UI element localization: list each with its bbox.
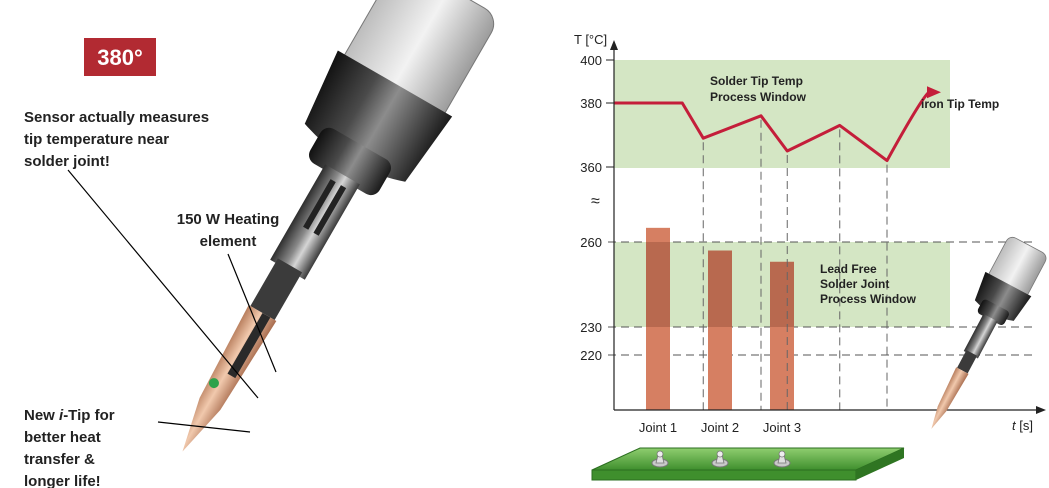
joint-bars <box>646 227 794 410</box>
y-tick-220: 220 <box>580 348 602 363</box>
bar-joint-1-window-overlap <box>646 242 670 327</box>
sensor-callout-line-2: tip temperature near <box>24 131 169 148</box>
process-chart: 400 380 360 260 230 220 ≈ T [°C] t [s] S… <box>574 32 1046 435</box>
category-label-joint-1: Joint 1 <box>639 420 677 435</box>
solder-joint-2 <box>711 450 729 468</box>
solder-joint-1 <box>651 450 669 468</box>
heating-callout-line-1: 150 W Heating <box>177 211 280 228</box>
tip-callout: New i-Tip for better heat transfer & lon… <box>24 407 115 488</box>
tip-temp-arrowhead <box>927 86 941 99</box>
category-label-joint-3: Joint 3 <box>763 420 801 435</box>
x-axis-label: t [s] <box>1012 418 1033 433</box>
sensor-leader-line <box>67 169 259 399</box>
joint-window-label-2: Solder Joint <box>820 277 889 291</box>
y-axis-arrowhead <box>610 40 618 50</box>
tip-temp-curve <box>614 91 931 163</box>
y-axis-label: T [°C] <box>574 32 607 47</box>
temperature-badge-text: 380° <box>97 45 143 70</box>
y-tick-360: 360 <box>580 160 602 175</box>
solder-joint-3 <box>773 450 791 468</box>
joint-window-label-3: Process Window <box>820 292 917 306</box>
axis-break-symbol: ≈ <box>591 193 600 210</box>
tip-curve-label: iron Tip Temp <box>921 97 999 111</box>
x-axis-arrowhead <box>1036 406 1046 414</box>
tip-callout-line-2: better heat <box>24 429 101 446</box>
soldering-iron-small <box>931 236 1047 429</box>
circuit-board <box>591 447 905 481</box>
tip-callout-line-3: transfer & <box>24 451 95 468</box>
tip-callout-line-4: longer life! <box>24 473 101 488</box>
tip-window-label-2: Process Window <box>710 90 807 104</box>
temperature-badge: 380° <box>84 38 156 76</box>
joint-window-label-1: Lead Free <box>820 262 877 276</box>
y-tick-400: 400 <box>580 53 602 68</box>
category-label-joint-2: Joint 2 <box>701 420 739 435</box>
soldering-iron-large <box>182 0 495 452</box>
y-tick-380: 380 <box>580 96 602 111</box>
heating-callout-line-2: element <box>200 233 257 250</box>
heating-leader-line <box>227 253 277 373</box>
sensor-callout-line-3: solder joint! <box>24 153 110 170</box>
tip-callout-line-1: New i-Tip for <box>24 407 115 424</box>
heating-callout: 150 W Heating element <box>177 211 280 250</box>
y-tick-260: 260 <box>580 235 602 250</box>
tip-leader-line <box>157 421 251 433</box>
sensor-callout-line-1: Sensor actually measures <box>24 109 209 126</box>
bar-joint-3-window-overlap <box>770 261 794 327</box>
bar-joint-2-window-overlap <box>708 250 732 327</box>
sensor-callout: Sensor actually measures tip temperature… <box>24 109 209 170</box>
tip-window-label-1: Solder Tip Temp <box>710 74 803 88</box>
y-tick-230: 230 <box>580 320 602 335</box>
joint-guide-lines <box>702 119 888 410</box>
